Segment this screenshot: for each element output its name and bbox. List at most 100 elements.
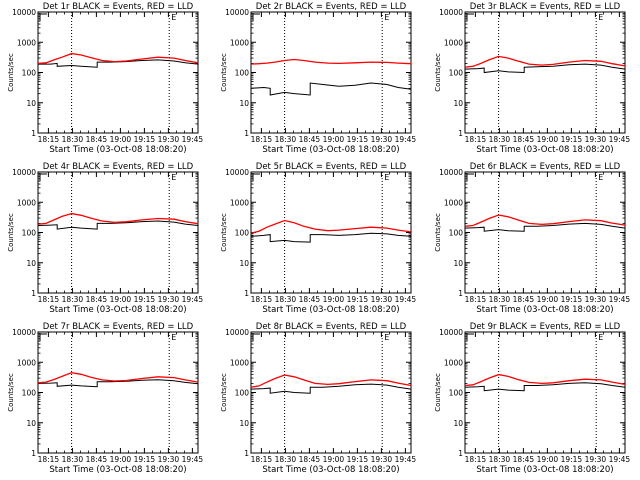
y-axis-label: Counts/sec: [434, 373, 442, 412]
y-tick-label: 100: [449, 69, 464, 78]
plot-frame: [250, 11, 412, 134]
x-tick-label: 19:00: [110, 455, 132, 464]
plot-frame: [37, 11, 199, 134]
x-axis-label: Start Time (03-Oct-08 18:08:20): [262, 465, 399, 475]
series-line-lld: [37, 372, 199, 384]
x-tick-label: 19:45: [395, 455, 417, 464]
x-tick-label: 19:00: [110, 295, 132, 304]
detector-chart-8: Det 8r BLACK = Events, RED = LLD 1 10 100 10…: [220, 322, 417, 475]
y-tick-label: 10: [26, 99, 36, 108]
y-axis-label: Counts/sec: [434, 213, 442, 252]
x-tick-label: 19:30: [585, 295, 607, 304]
x-tick-label: 18:45: [513, 455, 535, 464]
x-tick-label: 18:30: [489, 135, 511, 144]
detector-chart-7: Det 7r BLACK = Events, RED = LLD 1 10 100 10…: [7, 322, 203, 475]
y-tick-label: 100: [22, 69, 37, 78]
y-tick-label: 100: [449, 389, 464, 398]
series-line-lld: [250, 219, 412, 234]
event-marker-label: E: [384, 173, 389, 182]
detector-chart-4: Det 4r BLACK = Events, RED = LLD 1 10 100 10…: [7, 162, 203, 315]
x-tick-label: 18:30: [489, 295, 511, 304]
x-tick-label: 18:15: [38, 135, 60, 144]
x-tick-label: 18:30: [62, 295, 84, 304]
series-line-events: [250, 82, 412, 96]
y-tick-label: 10: [453, 419, 463, 428]
x-tick-label: 18:15: [251, 455, 273, 464]
y-tick-label: 10000: [225, 328, 249, 337]
series-line-events: [37, 379, 199, 388]
x-tick-label: 19:45: [395, 135, 417, 144]
x-axis-label: Start Time (03-Oct-08 18:08:20): [262, 305, 399, 315]
detector-chart-1: Det 1r BLACK = Events, RED = LLD 1 10 100 10…: [7, 2, 203, 155]
event-marker-label: E: [171, 173, 176, 182]
y-tick-label: 100: [449, 229, 464, 238]
x-tick-label: 18:45: [299, 295, 321, 304]
plot-frame: [464, 11, 626, 134]
y-tick-label: 1000: [444, 198, 463, 207]
series-line-lld: [464, 214, 626, 227]
x-tick-label: 18:45: [513, 295, 535, 304]
y-tick-label: 100: [22, 389, 37, 398]
x-tick-label: 19:00: [323, 135, 345, 144]
x-tick-label: 19:30: [585, 455, 607, 464]
y-tick-label: 10000: [12, 328, 36, 337]
x-tick-label: 18:45: [86, 135, 108, 144]
x-tick-label: 18:30: [275, 135, 297, 144]
x-tick-label: 19:00: [323, 295, 345, 304]
y-axis-label: Counts/sec: [7, 213, 15, 252]
plot-frame: [464, 331, 626, 454]
y-tick-label: 1000: [17, 38, 36, 47]
corner-bracket-icon: [39, 333, 47, 341]
x-tick-label: 19:30: [371, 295, 393, 304]
y-tick-label: 1000: [17, 358, 36, 367]
series-line-events: [250, 232, 412, 243]
x-tick-label: 19:15: [561, 295, 583, 304]
x-tick-label: 19:15: [134, 135, 156, 144]
series-line-lld: [464, 55, 626, 68]
y-tick-label: 1000: [17, 198, 36, 207]
y-tick-label: 1000: [444, 358, 463, 367]
plot-frame: [464, 171, 626, 294]
event-marker-label: E: [598, 333, 603, 342]
corner-bracket-icon: [252, 333, 260, 341]
x-tick-label: 18:45: [299, 135, 321, 144]
chart-title: Det 6r BLACK = Events, RED = LLD: [470, 162, 621, 172]
x-tick-label: 18:15: [251, 295, 273, 304]
y-tick-label: 1: [458, 449, 463, 458]
y-axis-label: Counts/sec: [220, 53, 228, 92]
x-tick-label: 19:15: [134, 455, 156, 464]
x-axis-label: Start Time (03-Oct-08 18:08:20): [49, 305, 186, 315]
x-tick-label: 18:45: [513, 135, 535, 144]
x-tick-label: 19:00: [537, 135, 559, 144]
y-axis-label: Counts/sec: [434, 53, 442, 92]
y-tick-label: 1000: [230, 198, 249, 207]
event-marker-label: E: [384, 13, 389, 22]
x-tick-label: 18:30: [275, 455, 297, 464]
y-tick-label: 100: [235, 69, 250, 78]
y-tick-label: 1: [31, 289, 36, 298]
y-tick-label: 1: [244, 449, 249, 458]
y-tick-label: 1: [458, 289, 463, 298]
event-marker-label: E: [598, 173, 603, 182]
y-tick-label: 10000: [439, 328, 463, 337]
y-tick-label: 1: [31, 449, 36, 458]
x-tick-label: 19:15: [561, 455, 583, 464]
x-tick-label: 18:30: [62, 455, 84, 464]
corner-bracket-icon: [252, 173, 260, 181]
chart-title: Det 4r BLACK = Events, RED = LLD: [43, 162, 194, 172]
x-axis-label: Start Time (03-Oct-08 18:08:20): [476, 305, 613, 315]
x-tick-label: 19:15: [561, 135, 583, 144]
y-tick-label: 10000: [439, 8, 463, 17]
y-tick-label: 10: [26, 419, 36, 428]
y-tick-label: 10000: [225, 8, 249, 17]
x-tick-label: 19:30: [158, 295, 180, 304]
chart-title: Det 2r BLACK = Events, RED = LLD: [256, 2, 407, 12]
x-tick-label: 18:15: [465, 295, 487, 304]
y-tick-label: 1000: [444, 38, 463, 47]
x-tick-label: 19:30: [371, 135, 393, 144]
y-tick-label: 10000: [12, 8, 36, 17]
corner-bracket-icon: [466, 333, 474, 341]
series-line-lld: [250, 374, 412, 388]
series-line-lld: [250, 58, 412, 65]
